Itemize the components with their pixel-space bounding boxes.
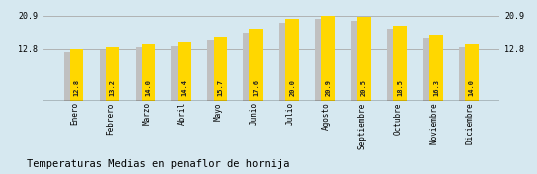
- Text: 14.4: 14.4: [182, 79, 187, 96]
- Bar: [243, 33, 258, 101]
- Bar: [285, 19, 299, 101]
- Text: Temperaturas Medias en penaflor de hornija: Temperaturas Medias en penaflor de horni…: [27, 159, 289, 169]
- Text: 20.5: 20.5: [361, 79, 367, 96]
- Text: 15.7: 15.7: [217, 79, 223, 96]
- Text: 14.0: 14.0: [469, 79, 475, 96]
- Bar: [106, 47, 119, 101]
- Bar: [70, 49, 83, 101]
- Bar: [315, 19, 330, 101]
- Bar: [459, 47, 474, 101]
- Text: 20.0: 20.0: [289, 79, 295, 96]
- Bar: [423, 38, 438, 101]
- Bar: [357, 17, 371, 101]
- Bar: [142, 44, 155, 101]
- Bar: [214, 37, 227, 101]
- Bar: [321, 16, 335, 101]
- Bar: [429, 35, 442, 101]
- Text: 14.0: 14.0: [146, 79, 151, 96]
- Text: 20.9: 20.9: [325, 79, 331, 96]
- Bar: [178, 42, 191, 101]
- Bar: [171, 46, 186, 101]
- Bar: [207, 40, 222, 101]
- Bar: [279, 23, 294, 101]
- Text: 12.8: 12.8: [74, 79, 79, 96]
- Bar: [64, 52, 79, 101]
- Bar: [387, 29, 402, 101]
- Text: 18.5: 18.5: [397, 79, 403, 96]
- Bar: [393, 26, 407, 101]
- Bar: [351, 21, 366, 101]
- Bar: [465, 44, 478, 101]
- Text: 17.6: 17.6: [253, 79, 259, 96]
- Bar: [135, 47, 151, 101]
- Bar: [100, 50, 115, 101]
- Text: 16.3: 16.3: [433, 79, 439, 96]
- Bar: [250, 29, 263, 101]
- Text: 13.2: 13.2: [110, 79, 115, 96]
